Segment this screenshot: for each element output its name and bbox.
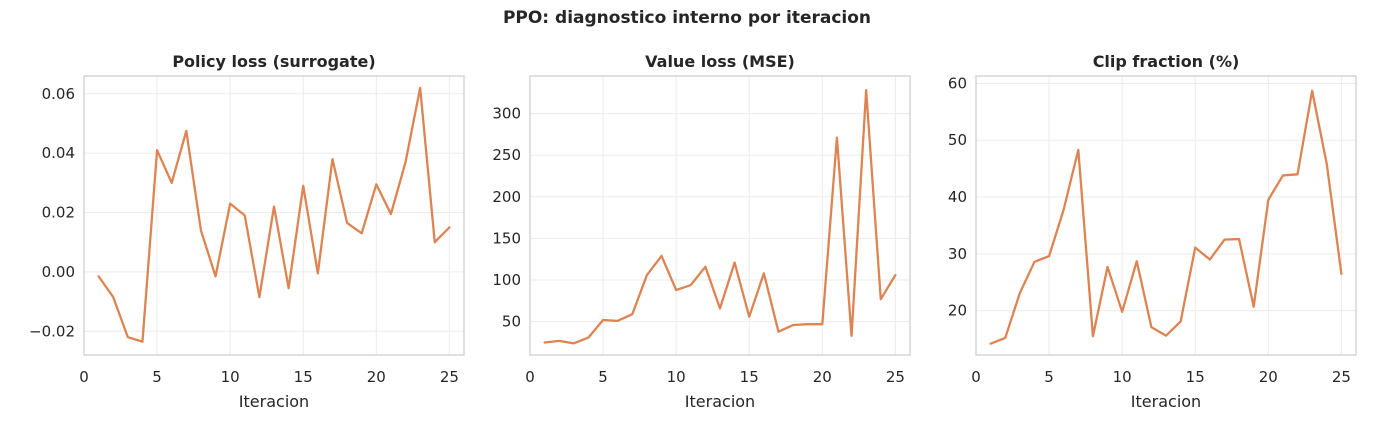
panel-title: Policy loss (surrogate) <box>172 52 375 71</box>
figure-title: PPO: diagnostico interno por iteracion <box>503 8 871 28</box>
series-line <box>989 89 1343 345</box>
x-tick-label: 0 <box>971 368 981 386</box>
x-tick-label: 0 <box>525 368 535 386</box>
x-tick-label: 15 <box>294 368 313 386</box>
y-tick-label: 300 <box>492 104 521 122</box>
plot-frame <box>975 75 1357 356</box>
y-tick-label: 20 <box>948 302 967 320</box>
y-tick-label: 30 <box>948 245 967 263</box>
x-tick-label: 15 <box>1186 368 1205 386</box>
panel-1: 0 5 10 15 20 25 −0.02 0.00 0.02 0.04 0.06 Policy lo… <box>29 52 465 411</box>
y-tick-label: 40 <box>948 188 967 206</box>
y-tick-label: 100 <box>492 271 521 289</box>
x-axis-label: Iteracion <box>1131 392 1201 411</box>
panel-title: Value loss (MSE) <box>645 52 795 71</box>
y-tick-label: 0.06 <box>42 85 75 103</box>
x-tick-label: 5 <box>598 368 608 386</box>
y-tick-label: 150 <box>492 229 521 247</box>
x-axis-label: Iteracion <box>239 392 309 411</box>
x-tick-label: 0 <box>79 368 89 386</box>
y-tick-label: 50 <box>948 131 967 149</box>
x-tick-label: 5 <box>1044 368 1054 386</box>
x-axis-label: Iteracion <box>685 392 755 411</box>
y-tick-label: 200 <box>492 188 521 206</box>
x-tick-label: 15 <box>740 368 759 386</box>
series-line <box>97 86 451 343</box>
x-tick-label: 10 <box>221 368 240 386</box>
x-tick-label: 10 <box>667 368 686 386</box>
y-tick-label: 50 <box>502 313 521 331</box>
series-line <box>543 89 897 345</box>
x-tick-label: 20 <box>1259 368 1278 386</box>
y-tick-label: 0.04 <box>42 144 75 162</box>
x-tick-label: 25 <box>1332 368 1351 386</box>
y-tick-label: 250 <box>492 146 521 164</box>
panel-title: Clip fraction (%) <box>1093 52 1240 71</box>
y-tick-label: −0.02 <box>29 322 75 340</box>
plot-frame <box>529 75 911 356</box>
x-tick-label: 5 <box>152 368 162 386</box>
panel-3: 0 5 10 15 20 25 20 30 40 50 60 Clip fraction (%) Ite… <box>948 52 1357 411</box>
y-tick-label: 60 <box>948 74 967 92</box>
x-tick-label: 10 <box>1113 368 1132 386</box>
x-tick-label: 20 <box>367 368 386 386</box>
panel-2: 0 5 10 15 20 25 50 100 150 200 250 300 Value loss (M… <box>492 52 911 411</box>
y-tick-label: 0.02 <box>42 204 75 222</box>
x-tick-label: 25 <box>440 368 459 386</box>
x-tick-label: 20 <box>813 368 832 386</box>
x-tick-label: 25 <box>886 368 905 386</box>
y-tick-label: 0.00 <box>42 263 75 281</box>
plot-frame <box>83 75 465 356</box>
